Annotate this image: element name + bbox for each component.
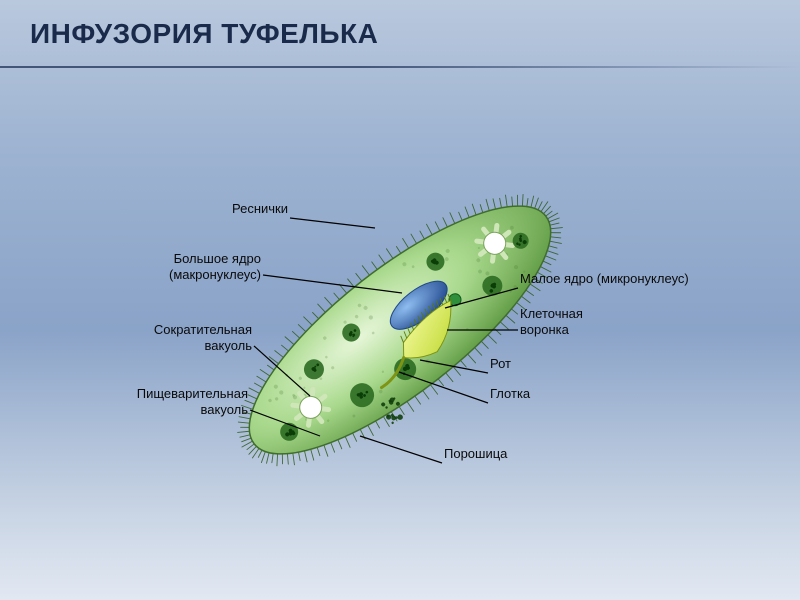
label-funnel-l1: Клеточная: [520, 307, 583, 322]
label-cytoproct: Порошица: [444, 447, 507, 462]
paramecium-diagram: Реснички Большое ядро (макронуклеус) Сок…: [0, 0, 800, 600]
label-micronucleus: Малое ядро (микронуклеус): [520, 272, 689, 287]
label-digestive-vacuole-l2: вакуоль: [201, 403, 248, 418]
label-contractile-vacuole-l1: Сократительная: [154, 323, 252, 338]
label-pharynx: Глотка: [490, 387, 530, 402]
label-macronucleus-l2: (макронуклеус): [169, 268, 261, 283]
cell-svg: [0, 0, 800, 600]
label-contractile-vacuole-l2: вакуоль: [205, 339, 252, 354]
label-funnel-l2: воронка: [520, 323, 569, 338]
label-cilia: Реснички: [232, 202, 288, 217]
label-macronucleus-l1: Большое ядро: [174, 252, 261, 267]
label-digestive-vacuole-l1: Пищеварительная: [137, 387, 248, 402]
label-mouth: Рот: [490, 357, 511, 372]
